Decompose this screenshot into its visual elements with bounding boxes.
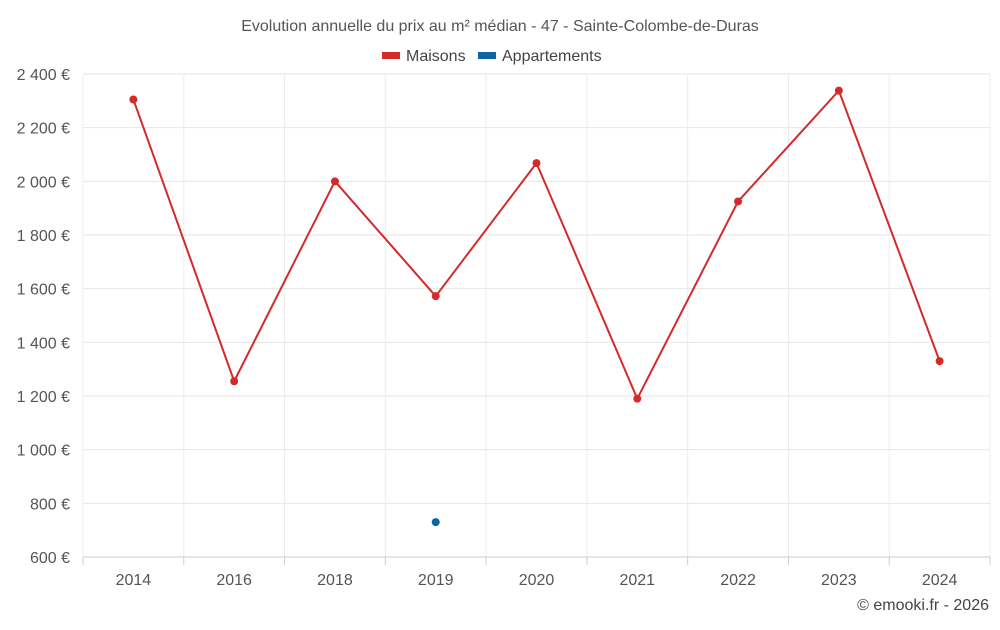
data-point-maisons [230, 377, 239, 386]
x-tick-label: 2019 [418, 572, 454, 589]
x-tick-label: 2020 [519, 572, 555, 589]
credit-text: © emooki.fr - 2026 [857, 597, 989, 614]
data-point-maisons [734, 197, 743, 206]
y-tick-label: 1 000 € [17, 443, 70, 460]
y-tick-label: 1 600 € [17, 282, 70, 299]
x-tick-label: 2018 [317, 572, 353, 589]
y-tick-label: 1 200 € [17, 389, 70, 406]
data-point-maisons [129, 95, 138, 104]
data-point-maisons [633, 394, 642, 403]
data-point-appartements [431, 518, 440, 527]
x-tick-label: 2024 [922, 572, 958, 589]
x-tick-label: 2022 [720, 572, 756, 589]
series-line-maisons [132, 89, 941, 400]
legend: Maisons Appartements [382, 48, 602, 65]
y-axis: 600 € 800 € 1 000 € 1 200 € 1 400 € 1 600 € 1 … [17, 67, 70, 567]
x-tick-label: 2021 [619, 572, 655, 589]
x-tick-label: 2014 [116, 572, 152, 589]
y-tick-label: 800 € [30, 496, 70, 513]
x-axis: 2014 2016 2018 2019 2020 2021 2022 2023 2024 [82, 556, 991, 589]
gridlines [82, 73, 991, 557]
legend-swatch-maisons [382, 52, 400, 59]
data-point-maisons [330, 177, 339, 186]
legend-swatch-appartements [478, 52, 496, 59]
x-tick-label: 2023 [821, 572, 857, 589]
y-tick-label: 1 800 € [17, 228, 70, 245]
data-point-maisons [834, 86, 843, 95]
legend-label-maisons: Maisons [406, 48, 466, 65]
legend-label-appartements: Appartements [502, 48, 602, 65]
chart-title: Evolution annuelle du prix au m² médian … [241, 18, 759, 35]
y-tick-label: 2 200 € [17, 121, 70, 138]
data-point-maisons [431, 292, 440, 301]
y-tick-label: 600 € [30, 550, 70, 567]
y-tick-label: 2 000 € [17, 174, 70, 191]
y-tick-label: 1 400 € [17, 335, 70, 352]
data-point-maisons [532, 159, 541, 168]
x-tick-label: 2016 [216, 572, 252, 589]
series-layer [129, 86, 944, 527]
y-tick-label: 2 400 € [17, 67, 70, 84]
data-point-maisons [935, 357, 944, 366]
